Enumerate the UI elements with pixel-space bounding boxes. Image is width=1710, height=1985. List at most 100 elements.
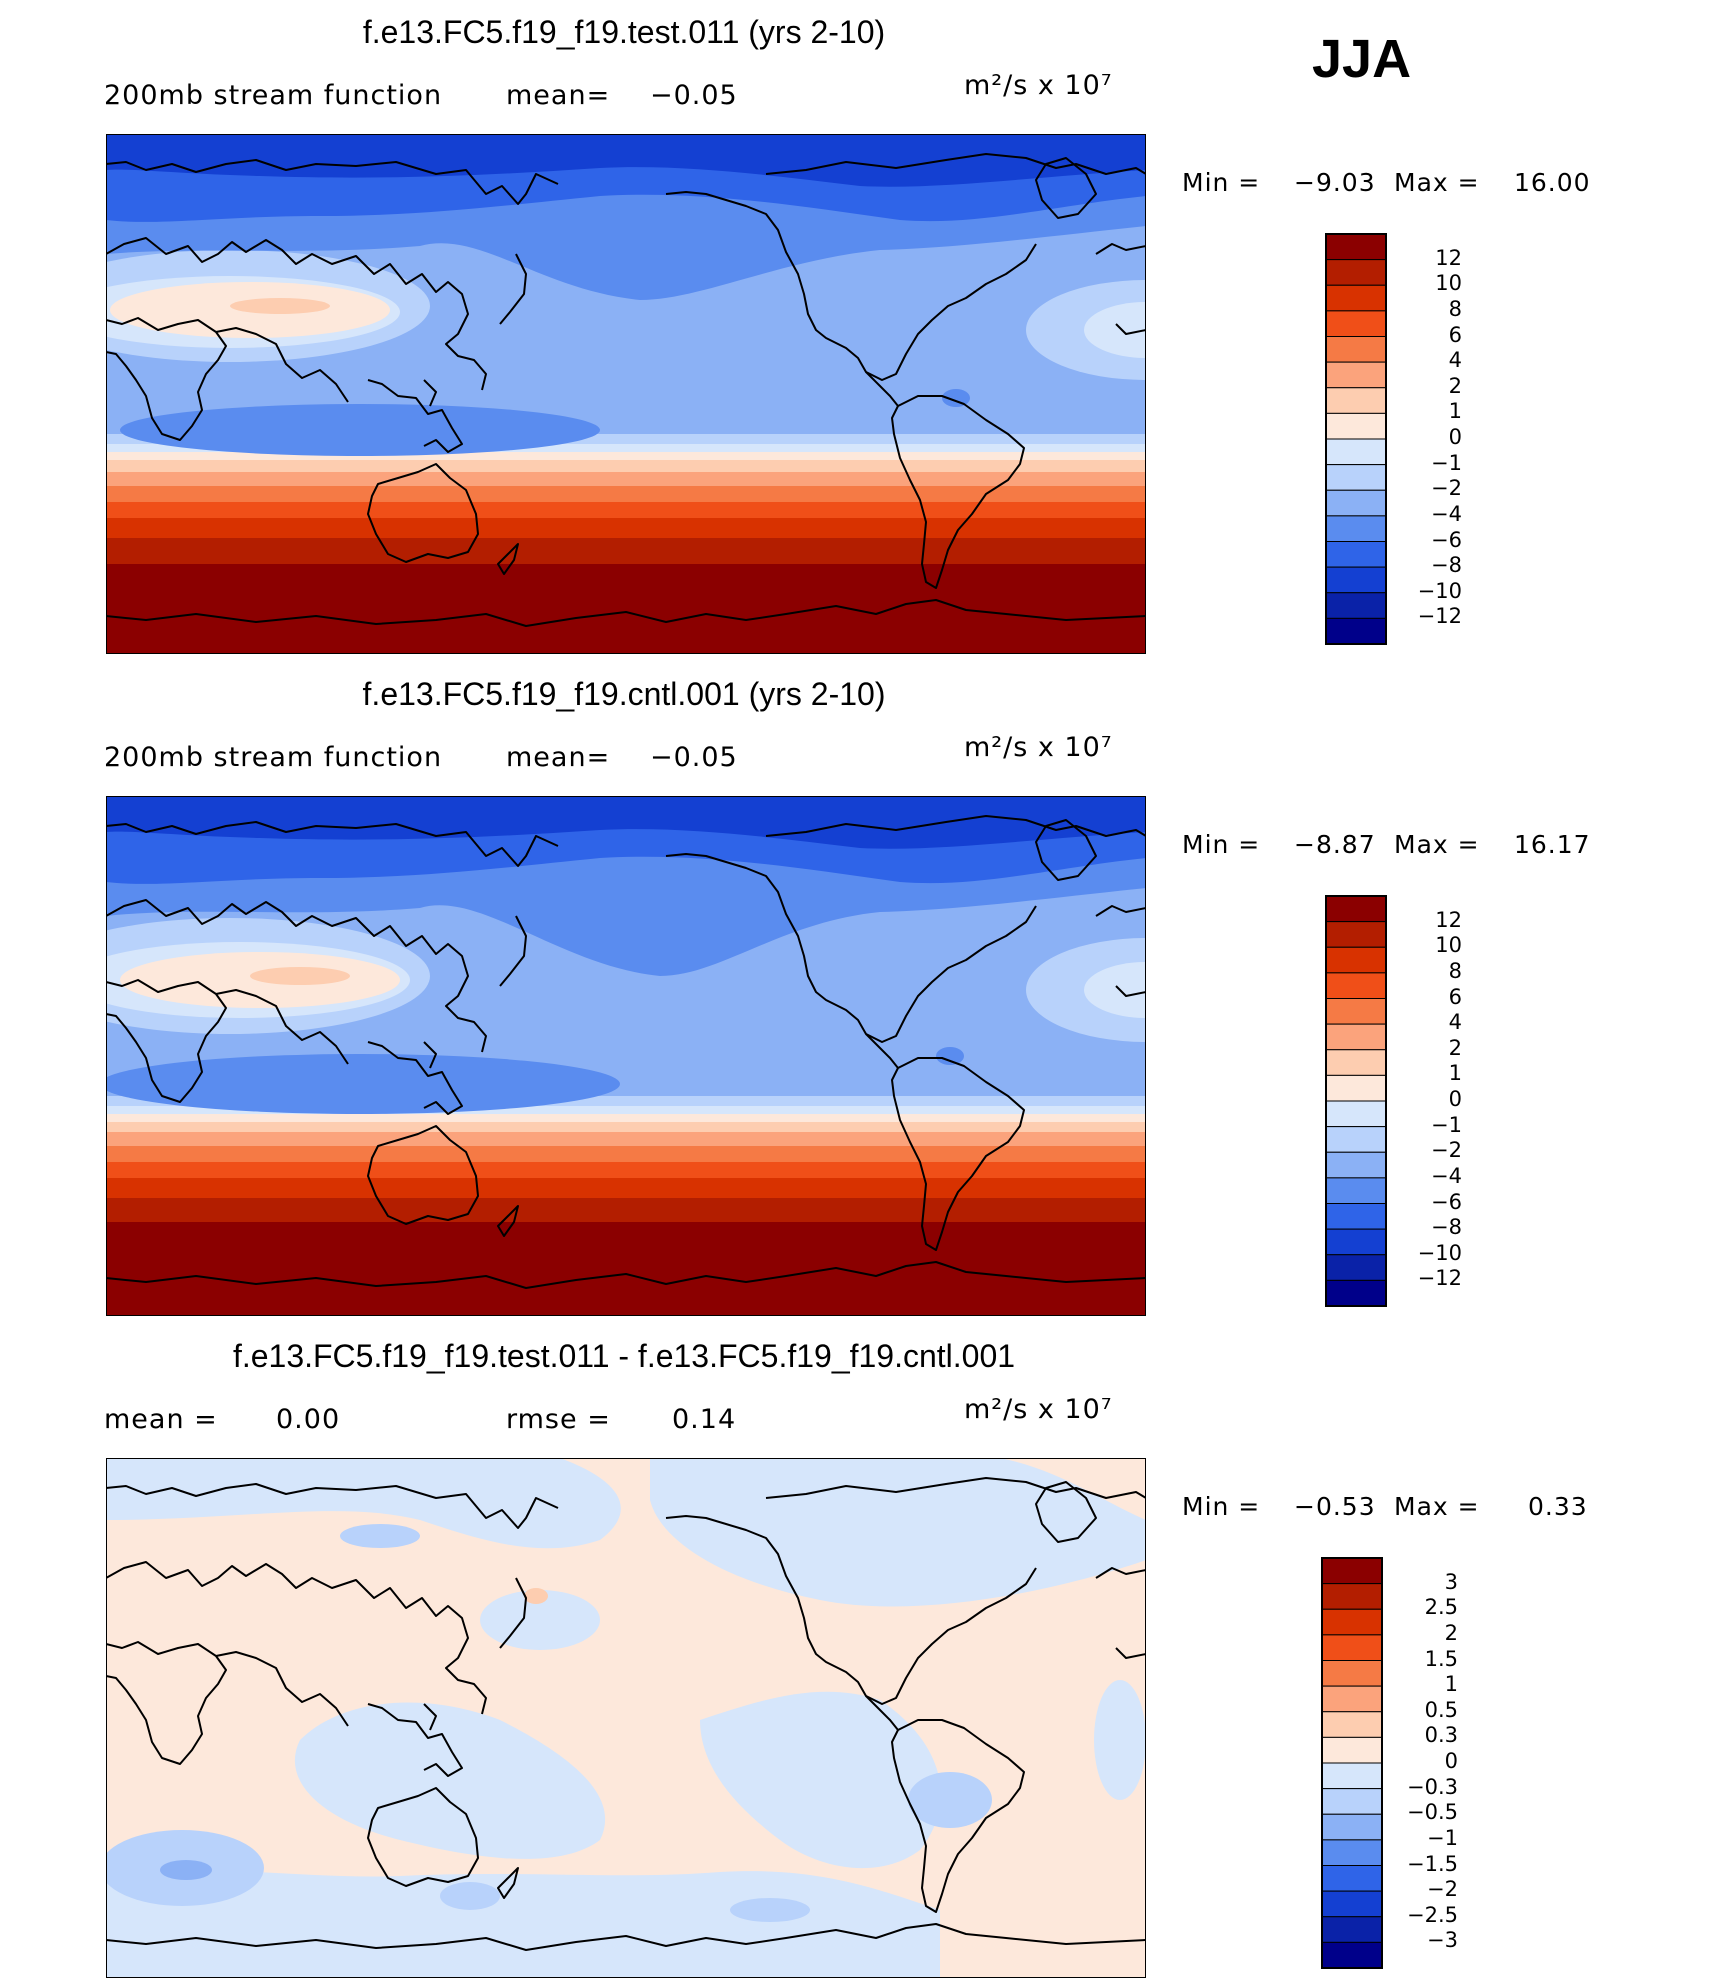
colorbar-swatch — [1325, 541, 1387, 568]
colorbar-swatch — [1325, 946, 1387, 974]
colorbar-tick-label: 0 — [1444, 1749, 1458, 1773]
colorbar-tick-label: 1 — [1448, 1061, 1462, 1086]
colorbar-swatch — [1321, 1839, 1383, 1866]
panel-2-title: f.e13.FC5.f19_f19.cntl.001 (yrs 2-10) — [362, 676, 886, 712]
colorbar-swatch — [1325, 336, 1387, 363]
season-label: JJA — [1312, 29, 1412, 89]
colorbar-tick-label: 4 — [1448, 348, 1462, 373]
colorbar-swatch — [1325, 1203, 1387, 1230]
panel-3-mean-value: 0.00 — [276, 1404, 341, 1435]
colorbar-swatch — [1325, 233, 1387, 261]
colorbar-tick-label: −12 — [1417, 604, 1462, 629]
colorbar-tick-label: 1 — [1444, 1672, 1458, 1697]
colorbar-tick-label: −8 — [1431, 553, 1462, 578]
colorbar-tick-label: 0 — [1448, 1087, 1462, 1111]
colorbar-tick-label: −1.5 — [1407, 1851, 1458, 1876]
panel-3-max-value: 0.33 — [1528, 1492, 1588, 1521]
panel-1-min-label: Min = — [1182, 168, 1261, 197]
colorbar-tick-label: 6 — [1448, 984, 1462, 1009]
panel-2-min-value: −8.87 — [1294, 830, 1376, 859]
colorbar-swatch — [1325, 1100, 1387, 1128]
panel-3-title: f.e13.FC5.f19_f19.test.011 - f.e13.FC5.f… — [232, 1338, 1016, 1374]
colorbar-swatch — [1325, 617, 1387, 645]
colorbar-swatch — [1325, 1126, 1387, 1153]
panel-1-units: m²/s x 10⁷ — [964, 70, 1113, 101]
panel-1-title: f.e13.FC5.f19_f19.test.011 (yrs 2-10) — [362, 14, 886, 50]
colorbar-swatch — [1325, 412, 1387, 440]
colorbar-swatch — [1325, 921, 1387, 948]
colorbar-tick-label: −12 — [1417, 1266, 1462, 1291]
colorbar-tick-label: 10 — [1435, 271, 1462, 296]
panel-3-max-label: Max = — [1394, 1492, 1480, 1521]
panel-3-colorbar — [1321, 1557, 1383, 1969]
colorbar-tick-label: −0.3 — [1407, 1774, 1458, 1799]
panel-2-min-label: Min = — [1182, 830, 1261, 859]
colorbar-tick-label: 10 — [1435, 933, 1462, 958]
colorbar-tick-label: 0.5 — [1424, 1697, 1458, 1722]
colorbar-swatch — [1325, 515, 1387, 542]
panel-2-mean-value: −0.05 — [650, 742, 738, 773]
panel-1-mean-label: mean= — [506, 80, 611, 111]
colorbar-tick-label: 1 — [1448, 399, 1462, 424]
colorbar-swatch — [1325, 1151, 1387, 1179]
colorbar-outline — [1325, 895, 1387, 1307]
colorbar-swatch — [1321, 1813, 1383, 1841]
colorbar-tick-label: −1 — [1431, 450, 1462, 475]
colorbar-tick-label: 6 — [1448, 322, 1462, 347]
colorbar-tick-label: −4 — [1431, 501, 1462, 526]
colorbar-tick-label: 0 — [1448, 425, 1462, 449]
colorbar-swatch — [1321, 1736, 1383, 1764]
colorbar-outline — [1325, 233, 1387, 645]
panel-3-mean-label: mean = — [104, 1404, 218, 1435]
colorbar-tick-label: 12 — [1435, 907, 1462, 932]
colorbar-tick-label: −6 — [1431, 1189, 1462, 1214]
colorbar-swatch — [1325, 438, 1387, 466]
colorbar-tick-label: 0.3 — [1424, 1723, 1458, 1748]
colorbar-swatch — [1325, 1279, 1387, 1307]
colorbar-swatch — [1321, 1788, 1383, 1815]
colorbar-tick-label: −8 — [1431, 1215, 1462, 1240]
panel-1-map — [106, 134, 1146, 654]
panel-3-rmse-value: 0.14 — [672, 1404, 737, 1435]
colorbar-swatch — [1325, 1023, 1387, 1051]
colorbar-tick-label: −10 — [1417, 1240, 1462, 1265]
colorbar-swatch — [1325, 1049, 1387, 1076]
colorbar-swatch — [1325, 361, 1387, 389]
colorbar-tick-label: −10 — [1417, 578, 1462, 603]
colorbar-swatch — [1325, 998, 1387, 1025]
colorbar-tick-label: 2 — [1444, 1620, 1458, 1645]
colorbar-tick-label: 2.5 — [1424, 1595, 1458, 1620]
panel-3-units: m²/s x 10⁷ — [964, 1394, 1113, 1425]
colorbar-tick-label: 8 — [1448, 958, 1462, 983]
colorbar-swatch — [1321, 1916, 1383, 1943]
colorbar-swatch — [1321, 1660, 1383, 1687]
colorbar-tick-label: −0.5 — [1407, 1800, 1458, 1825]
colorbar-tick-label: 12 — [1435, 245, 1462, 270]
panel-3-min-value: −0.53 — [1294, 1492, 1376, 1521]
colorbar-tick-label: −2.5 — [1407, 1902, 1458, 1927]
panel-3-rmse-label: rmse = — [506, 1404, 611, 1435]
colorbar-swatch — [1325, 1074, 1387, 1102]
colorbar-swatch — [1321, 1711, 1383, 1738]
colorbar-tick-label: −1 — [1431, 1112, 1462, 1137]
colorbar-tick-label: 8 — [1448, 296, 1462, 321]
colorbar-tick-label: −1 — [1427, 1825, 1458, 1850]
panel-1-min-value: −9.03 — [1294, 168, 1376, 197]
colorbar-tick-label: −2 — [1427, 1877, 1458, 1902]
colorbar-swatch — [1325, 1254, 1387, 1281]
panel-2-max-label: Max = — [1394, 830, 1480, 859]
colorbar-swatch — [1325, 566, 1387, 594]
colorbar-tick-label: 1.5 — [1424, 1646, 1458, 1671]
colorbar-swatch — [1325, 895, 1387, 923]
colorbar-tick-label: 3 — [1444, 1569, 1458, 1594]
colorbar-swatch — [1325, 387, 1387, 414]
colorbar-outline — [1321, 1557, 1383, 1969]
colorbar-tick-label: −2 — [1431, 1138, 1462, 1163]
colorbar-swatch — [1321, 1865, 1383, 1892]
colorbar-swatch — [1325, 592, 1387, 619]
panel-3-map — [106, 1458, 1146, 1978]
colorbar-tick-label: −2 — [1431, 476, 1462, 501]
panel-2-left-label: 200mb stream function — [104, 742, 443, 773]
panel-1-mean-value: −0.05 — [650, 80, 738, 111]
